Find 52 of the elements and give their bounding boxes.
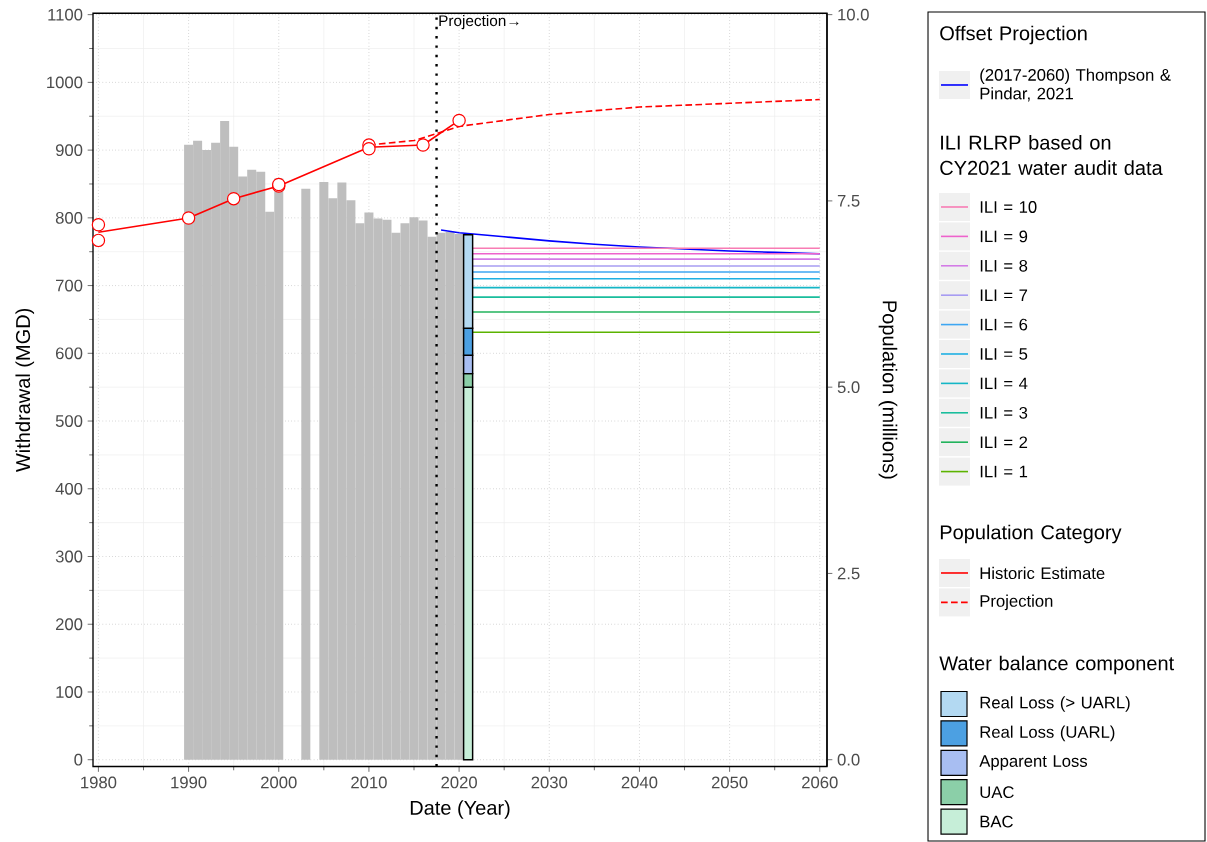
y-tick-label: 600 (55, 347, 83, 360)
legend-label: ILI = 4 (980, 377, 1028, 390)
y-tick-label: 300 (55, 550, 83, 563)
legend-label: ILI = 8 (980, 259, 1028, 272)
x-tick-label: 1980 (81, 776, 117, 789)
legend-label: ILI = 9 (980, 230, 1028, 243)
y-tick-label: 1000 (47, 76, 83, 89)
legend-label: ILI = 10 (980, 201, 1037, 213)
legend-title: Offset Projection (940, 25, 1087, 45)
x-axis-title: Date (Year) (410, 800, 510, 819)
legend-label: ILI = 1 (980, 465, 1028, 478)
y-tick-label: 0 (74, 753, 83, 766)
y2-tick-label: 7.5 (837, 195, 860, 207)
legend-label: ILI = 7 (980, 289, 1028, 301)
x-tick-label: 2060 (802, 776, 838, 789)
legend-label: UAC (980, 786, 1014, 799)
x-tick-label: 2040 (621, 776, 658, 789)
ref-line-label: Projection→ (439, 14, 519, 30)
x-tick-label: 2050 (711, 776, 748, 789)
legend-label: Projection (980, 594, 1053, 611)
x-tick-label: 2030 (531, 776, 568, 789)
text: Population Category (940, 524, 1122, 544)
legend-label: Real Loss (UARL) (980, 725, 1115, 742)
y-tick-label: 900 (55, 144, 83, 157)
legend-label: (2017-2060) Thompson & Pindar, 2021 (980, 68, 1171, 102)
legend-label: ILI = 5 (980, 348, 1028, 360)
x-tick-label: 2000 (261, 776, 297, 789)
legend-label: ILI = 2 (980, 436, 1028, 448)
legend-label: Historic Estimate (980, 566, 1105, 580)
y-tick-label: 800 (55, 211, 83, 224)
y-tick-label: 100 (56, 686, 83, 698)
y-tick-label: 700 (56, 279, 83, 292)
x-tick-label: 1990 (171, 776, 207, 789)
legend-label: Apparent Loss (979, 755, 1088, 771)
legend-label: ILI = 6 (980, 318, 1028, 331)
y2-tick-label: 5.0 (837, 381, 860, 394)
y-axis-title: Withdrawal (MGD) (15, 308, 35, 473)
legend-label: ILI = 3 (980, 406, 1028, 419)
text: Water balance component (939, 655, 1175, 675)
x-tick-label: 2020 (441, 776, 477, 789)
legend-label: Real Loss (> UARL) (980, 696, 1130, 712)
y-tick-label: 400 (55, 482, 83, 495)
text: ILI RLRP based on CY2021 water audit data (940, 134, 1163, 175)
x-tick-label: 2010 (351, 776, 387, 789)
y2-tick-label: 0.0 (837, 753, 860, 766)
y2-tick-label: 10.0 (838, 8, 869, 21)
y2-axis-title: Population (millions) (878, 301, 898, 479)
y-tick-label: 200 (55, 618, 83, 631)
y-tick-label: 1100 (48, 8, 83, 21)
y2-tick-label: 2.5 (837, 567, 860, 580)
y-tick-label: 500 (55, 415, 83, 427)
legend-label: BAC (980, 815, 1013, 828)
